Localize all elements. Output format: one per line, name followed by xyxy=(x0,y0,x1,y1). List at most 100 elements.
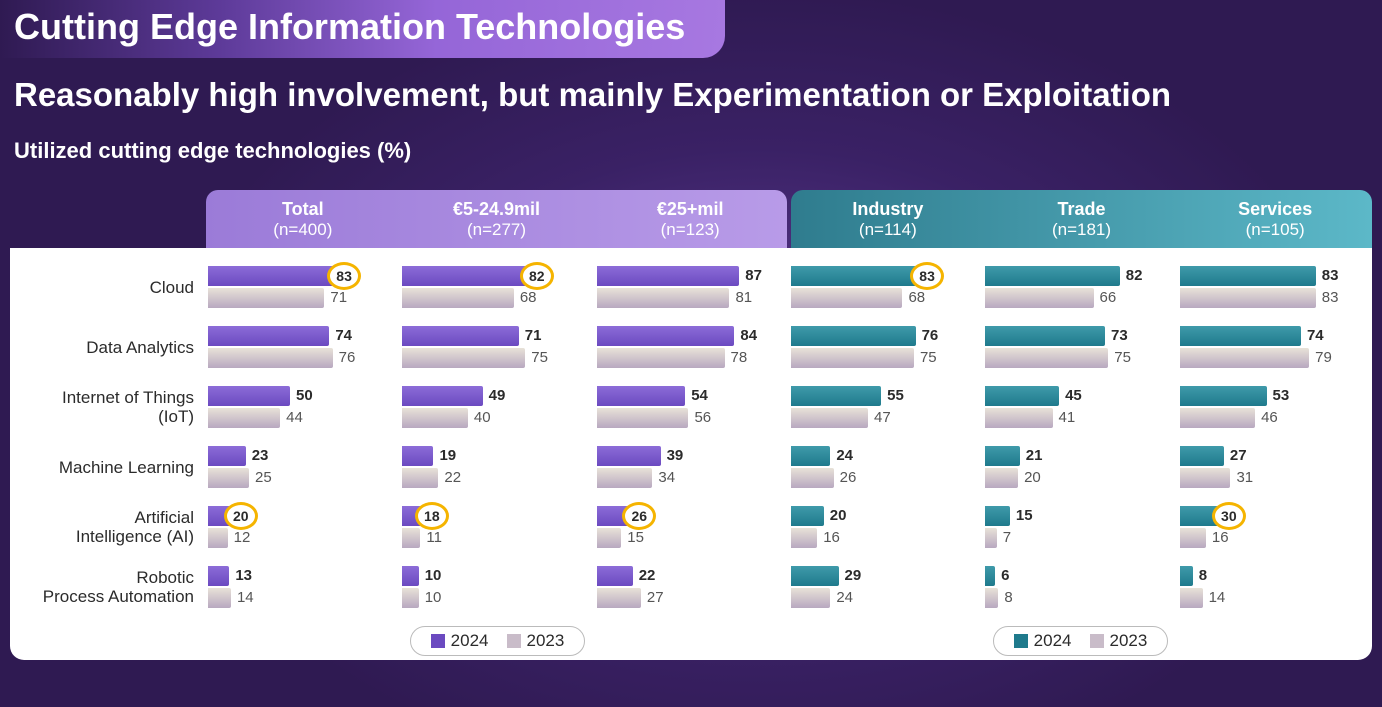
chart-row: ArtificialIntelligence (AI)2012181126152… xyxy=(10,498,1372,558)
value-2024: 53 xyxy=(1273,387,1290,404)
legend-item: 2024 xyxy=(1014,631,1072,651)
row-label: Cloud xyxy=(10,279,206,298)
bar-2023 xyxy=(791,408,868,428)
value-2023: 26 xyxy=(840,469,857,486)
bar-2023 xyxy=(985,348,1108,368)
highlight-ring: 83 xyxy=(910,262,944,290)
value-2023: 20 xyxy=(1024,469,1041,486)
value-2023: 78 xyxy=(731,349,748,366)
value-2024: 19 xyxy=(439,447,456,464)
chart-cell: 4940 xyxy=(400,384,594,432)
bar-2024 xyxy=(985,506,1010,526)
bar-2023 xyxy=(1180,588,1203,608)
value-2023: 24 xyxy=(836,589,853,606)
value-2023: 22 xyxy=(444,469,461,486)
chart-row: Internet of Things(IoT)50444940545655474… xyxy=(10,378,1372,438)
value-2023: 68 xyxy=(908,289,925,306)
chart-cell: 1010 xyxy=(400,564,594,612)
chart-cell: 3934 xyxy=(595,444,789,492)
value-2024: 24 xyxy=(836,447,853,464)
bar-2023 xyxy=(1180,468,1231,488)
value-2023: 14 xyxy=(1209,589,1226,606)
bar-2023 xyxy=(791,528,817,548)
bar-2023 xyxy=(208,468,249,488)
bar-2023 xyxy=(597,468,653,488)
bar-2024 xyxy=(597,446,661,466)
bar-2024 xyxy=(791,266,927,286)
chart-row: Machine Learning232519223934242621202731 xyxy=(10,438,1372,498)
value-2024: 87 xyxy=(745,267,762,284)
chart-cell: 8268 xyxy=(400,264,594,312)
chart-cell: 2325 xyxy=(206,444,400,492)
bar-2024 xyxy=(1180,326,1301,346)
value-2024: 29 xyxy=(845,567,862,584)
value-2023: 7 xyxy=(1003,529,1011,546)
chart-cell: 7476 xyxy=(206,324,400,372)
bar-2023 xyxy=(208,588,231,608)
value-2024: 13 xyxy=(235,567,252,584)
legend-item: 2023 xyxy=(507,631,565,651)
bar-2023 xyxy=(1180,528,1206,548)
value-2024: 82 xyxy=(1126,267,1143,284)
value-2024: 76 xyxy=(922,327,939,344)
bar-2023 xyxy=(985,408,1052,428)
header-col-trade: Trade(n=181) xyxy=(985,195,1179,243)
value-2024: 15 xyxy=(1016,507,1033,524)
bar-2023 xyxy=(791,468,834,488)
bar-2024 xyxy=(402,386,482,406)
header-col-mid: €5-24.9mil(n=277) xyxy=(400,195,594,243)
value-2023: 11 xyxy=(426,529,442,546)
bar-2023 xyxy=(597,408,689,428)
bar-2023 xyxy=(985,288,1093,308)
value-2023: 31 xyxy=(1236,469,1253,486)
value-2024: 54 xyxy=(691,387,708,404)
chart-cell: 7375 xyxy=(983,324,1177,372)
value-2024: 8 xyxy=(1199,567,1207,584)
bar-2024 xyxy=(208,266,344,286)
page-subtitle: Reasonably high involvement, but mainly … xyxy=(14,76,1382,114)
row-label: RoboticProcess Automation xyxy=(10,569,206,606)
bar-2024 xyxy=(208,386,290,406)
header-col-services: Services(n=105) xyxy=(1178,195,1372,243)
bar-2023 xyxy=(985,588,998,608)
bar-2023 xyxy=(791,348,914,368)
highlight-ring: 18 xyxy=(415,502,449,530)
bar-2024 xyxy=(1180,266,1316,286)
value-2023: 34 xyxy=(658,469,675,486)
value-2024: 73 xyxy=(1111,327,1128,344)
legend-item: 2024 xyxy=(431,631,489,651)
chart-cell: 8371 xyxy=(206,264,400,312)
chart-cell: 8368 xyxy=(789,264,983,312)
value-2024: 45 xyxy=(1065,387,1082,404)
value-2024: 74 xyxy=(1307,327,1324,344)
chart-cell: 2615 xyxy=(595,504,789,552)
bar-2024 xyxy=(1180,386,1267,406)
bar-2023 xyxy=(1180,288,1316,308)
value-2024: 21 xyxy=(1026,447,1043,464)
value-2023: 81 xyxy=(735,289,752,306)
highlight-ring: 30 xyxy=(1212,502,1246,530)
value-2023: 25 xyxy=(255,469,272,486)
header-col-total: Total(n=400) xyxy=(206,195,400,243)
bar-2024 xyxy=(985,266,1119,286)
title-badge: Cutting Edge Information Technologies xyxy=(0,0,725,58)
bar-2023 xyxy=(985,468,1018,488)
bar-2023 xyxy=(791,288,902,308)
bar-2024 xyxy=(985,386,1059,406)
bar-2024 xyxy=(597,566,633,586)
legend-teal: 20242023 xyxy=(993,626,1169,656)
bar-2024 xyxy=(985,566,995,586)
bar-2024 xyxy=(791,386,881,406)
value-2023: 75 xyxy=(1114,349,1131,366)
value-2023: 41 xyxy=(1059,409,1076,426)
bar-2023 xyxy=(208,288,324,308)
bar-2023 xyxy=(1180,348,1310,368)
chart-cell: 2120 xyxy=(983,444,1177,492)
value-2023: 16 xyxy=(1212,529,1229,546)
bar-2023 xyxy=(402,468,438,488)
bar-2024 xyxy=(985,326,1105,346)
chart-row: RoboticProcess Automation131410102227292… xyxy=(10,558,1372,618)
value-2023: 83 xyxy=(1322,289,1339,306)
value-2024: 27 xyxy=(1230,447,1247,464)
highlight-ring: 26 xyxy=(622,502,656,530)
